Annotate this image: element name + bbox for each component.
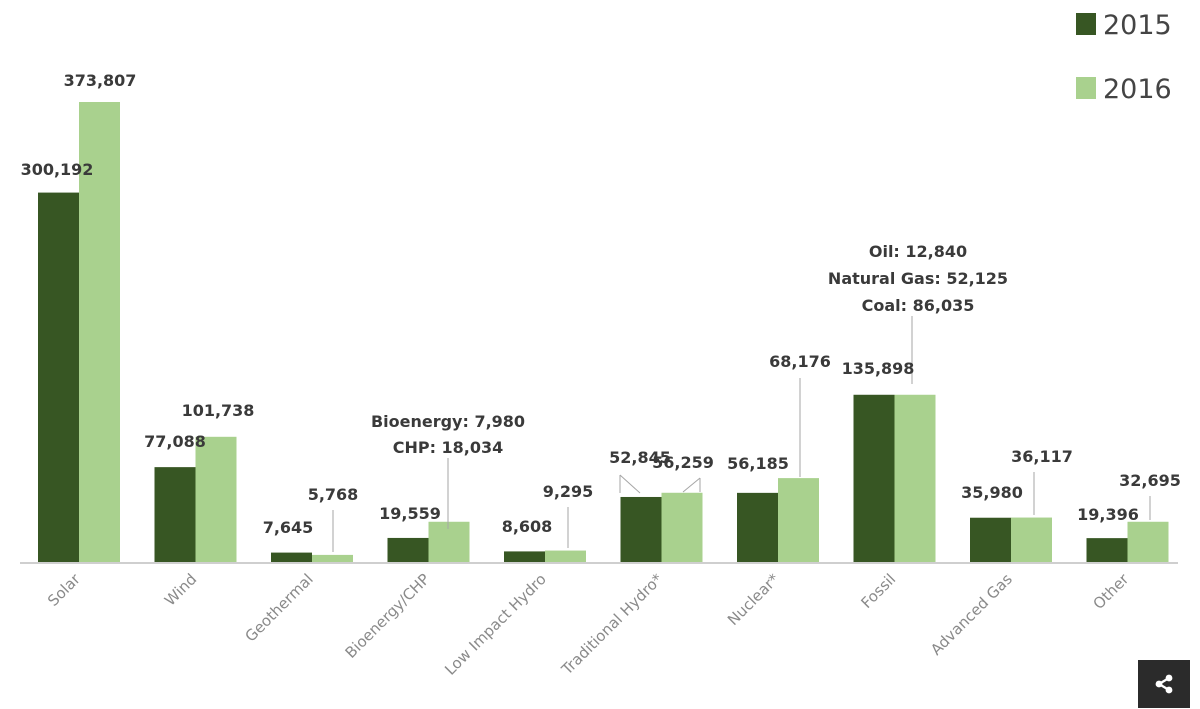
value-label-2015-4: 8,608 <box>502 517 553 536</box>
bar-2015-5 <box>620 496 662 562</box>
share-icon <box>1155 674 1173 694</box>
value-label-2016-9: 32,695 <box>1119 471 1181 490</box>
value-label-2015-0: 300,192 <box>21 160 94 179</box>
value-label-2015-5: 52,845 <box>609 448 671 467</box>
bar-2015-2 <box>271 552 312 562</box>
legend-label-2016: 2016 <box>1103 74 1172 105</box>
category-label-5: Traditional Hydro* <box>557 570 666 679</box>
value-label-2016-6: 68,176 <box>769 352 831 371</box>
bar-2016-7 <box>894 394 936 562</box>
bar-2016-6 <box>778 478 819 562</box>
bar-2015-6 <box>737 492 778 562</box>
legend-swatch-2015 <box>1076 13 1096 35</box>
bar-2016-5 <box>661 492 703 562</box>
bar-2015-1 <box>154 467 196 562</box>
annotation-1-line-1: Natural Gas: 52,125 <box>828 269 1008 288</box>
annotation-0-line-1: CHP: 18,034 <box>393 438 504 457</box>
category-label-7: Fossil <box>857 570 899 612</box>
legend-label-2015: 2015 <box>1103 10 1172 41</box>
bar-2015-4 <box>504 551 545 562</box>
bar-2016-3 <box>428 521 470 562</box>
category-label-2: Geothermal <box>241 570 316 645</box>
value-label-2015-8: 35,980 <box>961 483 1023 502</box>
value-label-2016-1: 101,738 <box>182 401 255 420</box>
bar-2016-2 <box>312 554 353 562</box>
bar-2015-8 <box>970 517 1011 562</box>
value-label-2016-0: 373,807 <box>64 71 137 90</box>
category-label-6: Nuclear* <box>724 570 783 629</box>
bar-2016-8 <box>1011 517 1052 562</box>
value-label-2015-6: 56,185 <box>727 454 789 473</box>
value-label-2015-1: 77,088 <box>144 432 206 451</box>
annotation-1-line-2: Coal: 86,035 <box>862 296 975 315</box>
bar-2015-7 <box>853 394 895 562</box>
value-label-2016-4: 9,295 <box>543 482 594 501</box>
leader-line-traditional-hydro-2016-angle <box>682 477 701 493</box>
legend-swatch-2016 <box>1076 77 1096 99</box>
category-label-3: Bioenergy/CHP <box>342 570 434 662</box>
bar-2016-0 <box>79 102 120 562</box>
category-label-8: Advanced Gas <box>927 570 1016 659</box>
value-label-2016-5: 56,259 <box>652 453 714 472</box>
bar-2015-9 <box>1086 538 1128 562</box>
bar-2015-0 <box>38 192 79 562</box>
bar-2015-3 <box>387 537 429 562</box>
value-label-2015-3: 19,559 <box>379 504 441 523</box>
value-label-2016-8: 36,117 <box>1011 447 1073 466</box>
category-label-9: Other <box>1089 570 1132 613</box>
category-label-0: Solar <box>44 570 84 610</box>
value-label-2015-2: 7,645 <box>263 518 314 537</box>
bar-2016-4 <box>545 550 586 562</box>
value-label-2015-9: 19,396 <box>1077 505 1139 524</box>
value-label-2016-2: 5,768 <box>308 485 359 504</box>
category-label-4: Low Impact Hydro <box>441 570 550 679</box>
category-label-1: Wind <box>161 570 200 609</box>
share-button[interactable] <box>1138 660 1190 708</box>
bar-2016-1 <box>195 436 237 562</box>
annotation-0-line-0: Bioenergy: 7,980 <box>371 412 525 431</box>
annotation-1-line-0: Oil: 12,840 <box>869 242 967 261</box>
value-label-2015-7: 135,898 <box>842 359 915 378</box>
leader-line-traditional-hydro-2015-angle <box>619 474 641 494</box>
bar-2016-9 <box>1127 521 1169 562</box>
